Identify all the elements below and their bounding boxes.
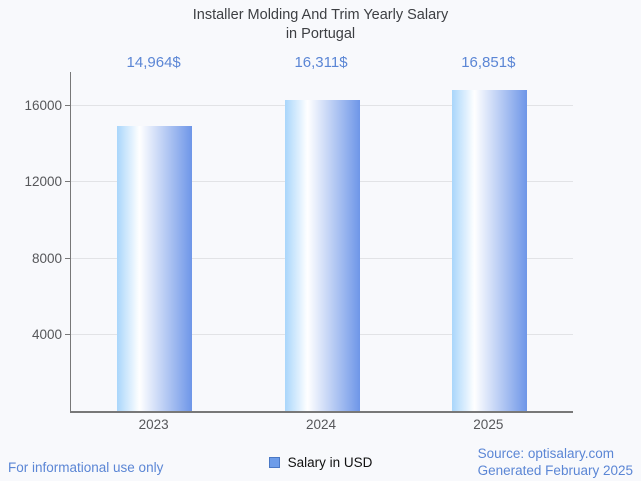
legend-marker-square	[268, 457, 280, 468]
y-tick-mark-8000	[65, 257, 71, 259]
chart-title-line2: in Portugal	[285, 26, 356, 42]
x-axis-labels: 2023 2024 2025	[0, 417, 641, 435]
y-axis-labels: 4000 8000 12000 16000	[0, 72, 62, 411]
y-tick-mark-16000	[65, 105, 71, 107]
source-text: Source: optisalary.com	[477, 446, 614, 461]
generated-text: Generated February 2025	[477, 463, 633, 478]
legend: Salary in USD	[0, 455, 641, 470]
y-tick-mark-4000	[65, 333, 71, 335]
value-label-2024: 16,311$	[294, 54, 348, 71]
bar-2023	[117, 126, 193, 411]
bar-2025	[451, 90, 527, 411]
chart-title: Installer Molding And Trim Yearly Salary…	[0, 6, 641, 44]
y-tick-label-8000: 8000	[31, 250, 62, 266]
value-label-2025: 16,851$	[461, 54, 516, 71]
y-tick-mark-12000	[65, 181, 71, 183]
bar-2024	[284, 100, 360, 411]
x-label-2023: 2023	[138, 417, 169, 432]
y-tick-label-12000: 12000	[24, 174, 62, 190]
x-label-2025: 2025	[473, 417, 504, 432]
x-label-2024: 2024	[305, 417, 337, 432]
disclaimer-text: For informational use only	[8, 460, 164, 475]
y-tick-label-4000: 4000	[31, 326, 62, 342]
y-tick-label-16000: 16000	[24, 98, 62, 114]
legend-label: Salary in USD	[287, 455, 373, 470]
value-label-row: 14,964$ 16,311$ 16,851$	[0, 54, 641, 74]
plot-area	[65, 72, 573, 413]
source-attribution: Source: optisalary.com Generated Februar…	[478, 445, 633, 479]
value-label-2023: 14,964$	[126, 54, 181, 71]
chart-title-line1: Installer Molding And Trim Yearly Salary	[192, 7, 449, 23]
